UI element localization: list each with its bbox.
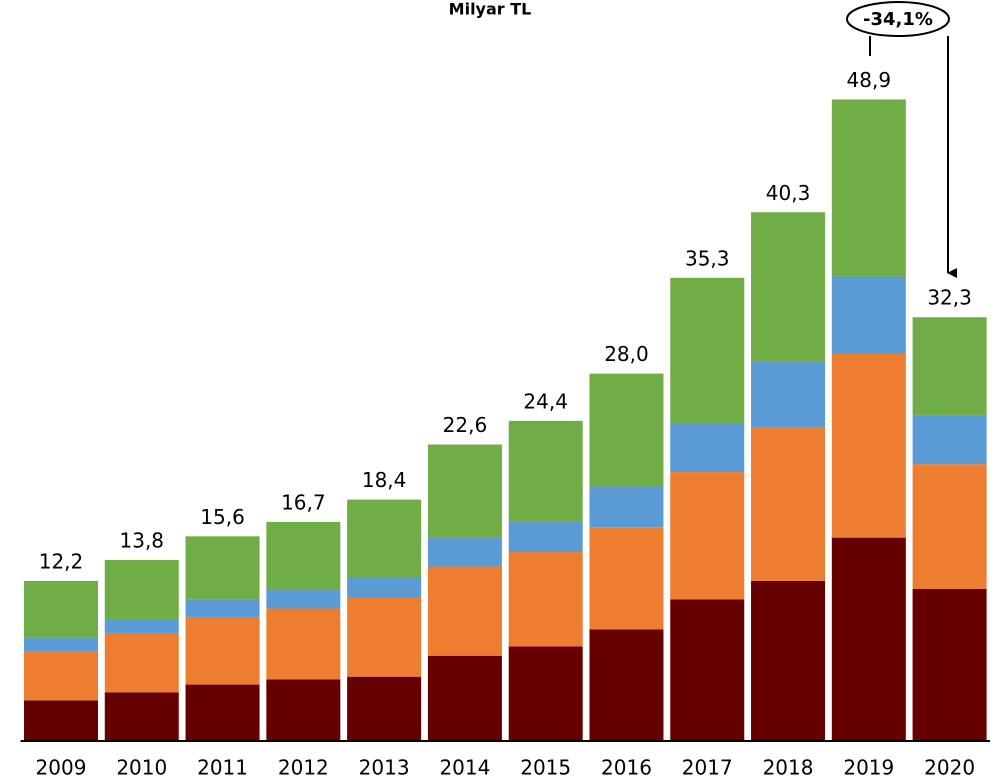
x-tick-label: 2018 [763, 756, 814, 780]
bar-segment [508, 521, 583, 553]
bar-segment [104, 692, 179, 741]
bar-segment [589, 486, 664, 528]
bar-segment [427, 537, 502, 567]
bar-segment [831, 353, 906, 538]
bar-segment [266, 521, 341, 591]
bar-segment [23, 580, 98, 638]
bar-segment [912, 317, 987, 416]
x-tick-label: 2010 [116, 756, 167, 780]
bar-segment [670, 599, 745, 741]
x-tick-label: 2019 [843, 756, 894, 780]
x-tick-label: 2014 [439, 756, 490, 780]
bar-segment [670, 423, 745, 473]
chart-title: Milyar TL [449, 0, 532, 19]
total-label: 13,8 [120, 528, 165, 552]
bar-segment [104, 618, 179, 634]
bar-segment [751, 361, 826, 428]
bar-segment [23, 637, 98, 652]
bar-segment [508, 646, 583, 741]
bar-segment [912, 464, 987, 589]
bar-segment [831, 99, 906, 277]
bar-segment [427, 444, 502, 538]
total-label: 16,7 [281, 490, 326, 514]
bar-segment [831, 276, 906, 354]
bar-segment [347, 499, 422, 577]
total-label: 35,3 [685, 246, 730, 270]
bar-segment [23, 651, 98, 701]
annotation: -34,1% [863, 9, 933, 30]
bar-segment [670, 472, 745, 600]
x-tick-label: 2011 [197, 756, 248, 780]
x-tick-label: 2016 [601, 756, 652, 780]
bar-segment [589, 373, 664, 487]
x-tick-label: 2012 [278, 756, 329, 780]
total-label: 40,3 [766, 181, 811, 205]
total-label: 28,0 [604, 342, 649, 366]
total-label: 18,4 [362, 468, 407, 492]
bar-segment [508, 552, 583, 647]
bar-segment [508, 420, 583, 522]
x-tick-label: 2020 [924, 756, 975, 780]
bar-segment [185, 536, 260, 600]
annotation-ellipse [846, 1, 950, 37]
x-tick-label: 2009 [36, 756, 87, 780]
bar-segment [347, 577, 422, 598]
bar-segment [427, 655, 502, 741]
bar-segment [751, 580, 826, 741]
total-label: 15,6 [200, 505, 245, 529]
bar-segment [347, 676, 422, 741]
bar-segment [266, 608, 341, 680]
bar-segment [427, 566, 502, 656]
bar-segment [185, 599, 260, 618]
bar-segment [104, 633, 179, 693]
bar-segment [185, 684, 260, 741]
bar-segment [912, 588, 987, 741]
total-label: 22,6 [443, 413, 488, 437]
bar-segment [831, 537, 906, 741]
total-label: 32,3 [927, 286, 972, 310]
x-tick-label: 2017 [682, 756, 733, 780]
bar-segment [589, 527, 664, 630]
bar-segment [104, 559, 179, 619]
total-label: 48,9 [847, 68, 892, 92]
bar-segment [347, 597, 422, 677]
bar-segment [589, 629, 664, 741]
bar-segment [185, 617, 260, 685]
total-label: 12,2 [39, 549, 84, 573]
x-tick-label: 2015 [520, 756, 571, 780]
bar-segment [266, 590, 341, 609]
bar-segment [912, 415, 987, 465]
x-tick-label: 2013 [359, 756, 410, 780]
bar-segment [266, 679, 341, 741]
bar-segment [670, 277, 745, 424]
bar-segment [751, 212, 826, 362]
total-label: 24,4 [523, 389, 568, 413]
bar-segment [23, 700, 98, 741]
bar-segment [751, 427, 826, 581]
